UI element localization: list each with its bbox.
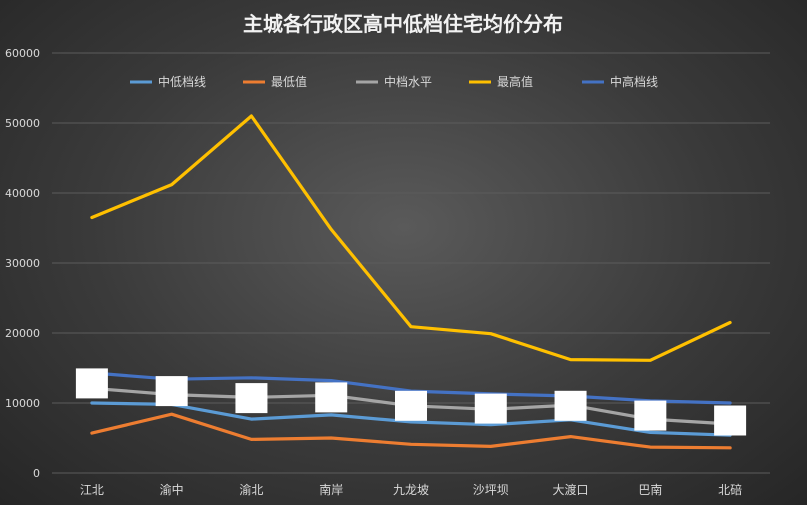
y-tick-label: 10000 [5, 397, 40, 410]
series-line [90, 401, 732, 437]
y-tick-label: 50000 [5, 117, 40, 130]
data-marker [714, 405, 747, 436]
legend-label: 最低值 [271, 74, 307, 89]
y-tick-label: 30000 [5, 257, 40, 270]
data-marker [634, 400, 667, 431]
x-tick-label: 巴南 [638, 482, 662, 497]
x-tick-label: 沙坪坝 [473, 483, 509, 497]
data-marker [235, 383, 268, 414]
legend-label: 中档水平 [384, 74, 432, 89]
legend-label: 最高值 [497, 74, 533, 89]
x-tick-label: 九龙坡 [393, 483, 429, 497]
series-line [90, 412, 732, 450]
data-marker [554, 390, 587, 421]
y-tick-label: 40000 [5, 187, 40, 200]
x-tick-label: 渝中 [160, 482, 184, 497]
x-tick-label: 大渡口 [553, 482, 589, 497]
data-marker [315, 382, 348, 413]
y-tick-label: 20000 [5, 327, 40, 340]
legend-label: 中高档线 [610, 74, 658, 89]
legend-label: 中低档线 [158, 74, 206, 89]
x-tick-label: 渝北 [239, 482, 263, 497]
data-marker [395, 390, 427, 421]
chart-title: 主城各行政区高中低档住宅均价分布 [243, 12, 563, 36]
data-marker [474, 393, 507, 424]
x-tick-label: 江北 [80, 483, 104, 497]
y-tick-label: 60000 [5, 47, 40, 60]
x-tick-label: 北碚 [718, 482, 742, 497]
y-tick-label: 0 [33, 467, 40, 480]
data-marker [75, 368, 108, 399]
series-line [90, 114, 732, 362]
data-marker [155, 376, 188, 407]
x-tick-label: 南岸 [319, 482, 343, 497]
